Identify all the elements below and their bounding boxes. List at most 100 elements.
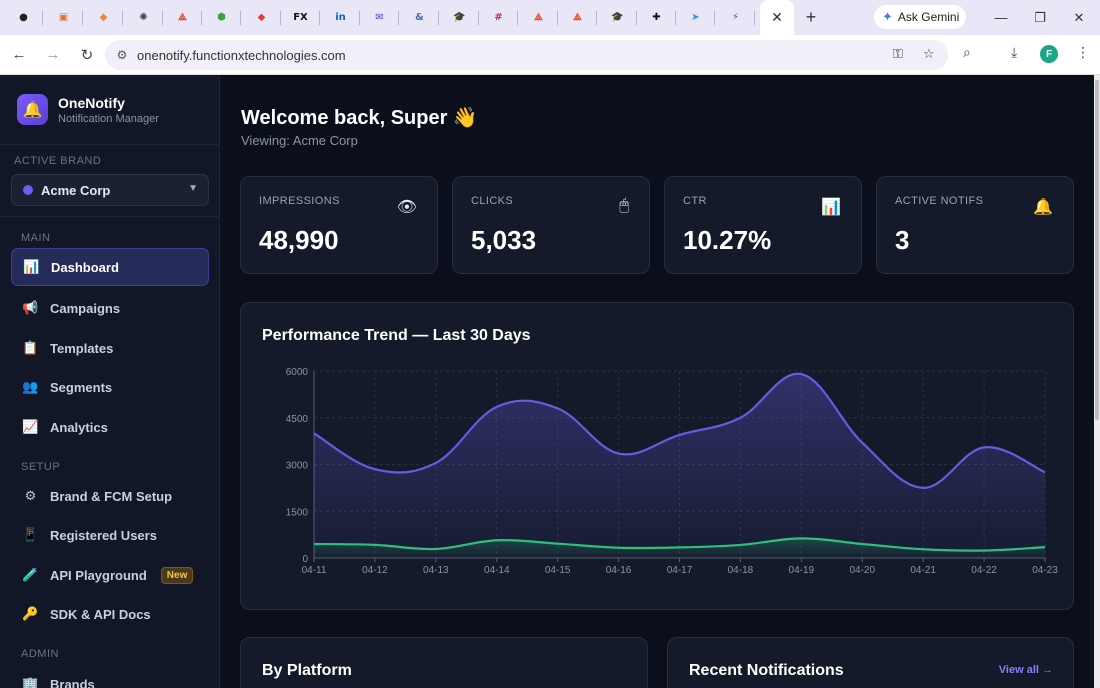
megaphone-icon: 📢 (22, 300, 39, 315)
scrollbar-thumb[interactable] (1095, 80, 1099, 420)
browser-tab[interactable]: in (321, 0, 360, 35)
chart-title: Performance Trend — Last 30 Days (262, 327, 531, 344)
y-tick-label: 4500 (286, 414, 309, 425)
bookmark-star-icon[interactable]: ☆ (923, 46, 935, 61)
url-text: onenotify.functionxtechnologies.com (137, 47, 346, 63)
performance-chart: 0 1500 3000 4500 6000 04-11 04-12 04-13 04-14 04-… (286, 367, 1058, 576)
sidebar-item-api-playground[interactable]: 🧪 API Playground New (11, 556, 209, 594)
stat-value: 5,033 (471, 225, 537, 255)
x-tick-label: 04-18 (728, 565, 754, 576)
sidebar-item-sdk-api-docs[interactable]: 🔑 SDK & API Docs (11, 595, 209, 633)
x-tick-label: 04-23 (1032, 565, 1058, 576)
git-icon: ◆ (257, 12, 266, 23)
stat-label: CTR (683, 195, 707, 207)
by-platform-title: By Platform (262, 662, 352, 679)
browser-tab[interactable]: ⚡ (716, 0, 755, 35)
openai-icon: ✺ (139, 12, 148, 23)
clipboard-icon: 📋 (22, 340, 39, 355)
restore-icon[interactable]: ❐ (1034, 9, 1046, 25)
github-icon: ● (19, 12, 28, 23)
back-icon[interactable]: ← (11, 46, 27, 63)
stat-card-impressions: IMPRESSIONS 👁 48,990 (240, 176, 438, 274)
fx-icon: FX (293, 12, 308, 23)
sidebar-item-dashboard[interactable]: 📊 Dashboard (11, 248, 209, 286)
menu-kebab-icon[interactable]: ⋮ (1076, 44, 1090, 60)
sidebar-item-label: Dashboard (51, 259, 119, 275)
gemini-icon: ✦ (882, 9, 893, 24)
password-key-icon[interactable]: ⚿ (893, 46, 903, 61)
browser-tab[interactable]: ▣ (44, 0, 83, 35)
address-bar: ← → ↻ ⚙ onenotify.functionxtechnologies.… (0, 35, 1100, 75)
sidebar-item-analytics[interactable]: 📈 Analytics (11, 408, 209, 446)
x-tick-label: 04-14 (484, 565, 510, 576)
y-tick-label: 3000 (286, 461, 309, 472)
bell-logo-icon: 🔔 (17, 94, 48, 125)
bell-icon: 🔔 (1033, 199, 1053, 216)
close-window-icon[interactable]: ✕ (1073, 9, 1085, 25)
performance-chart-card: Performance Trend — Last 30 Days 0 1500 30… (240, 302, 1074, 610)
cross-icon: ✚ (652, 12, 661, 23)
test-tube-icon: 🧪 (22, 567, 39, 582)
search-tabs-icon[interactable]: ⌕ (963, 44, 971, 60)
browser-tab[interactable]: ✺ (124, 0, 163, 35)
browser-tab[interactable]: 🎓 (598, 0, 637, 35)
sidebar-item-brand-fcm-setup[interactable]: ⚙ Brand & FCM Setup (11, 477, 209, 515)
brand-color-dot (23, 185, 33, 195)
linkedin-icon: in (335, 12, 346, 23)
active-browser-tab[interactable]: ✕ (760, 0, 794, 35)
sidebar-item-label: Templates (50, 340, 114, 356)
browser-tab[interactable]: & (400, 0, 439, 35)
browser-tab[interactable]: FX (281, 0, 320, 35)
browser-tab[interactable]: ⟁ (558, 0, 597, 35)
browser-tab[interactable]: ✉ (360, 0, 399, 35)
forward-icon[interactable]: → (45, 46, 61, 63)
browser-tab[interactable]: ◆ (84, 0, 123, 35)
view-all-link[interactable]: View all → (998, 664, 1053, 676)
users-icon: 👥 (22, 379, 39, 394)
minimize-icon[interactable]: — (994, 10, 1008, 25)
close-tab-icon[interactable]: ✕ (771, 9, 783, 25)
new-tab-icon[interactable]: + (805, 7, 817, 27)
url-input[interactable]: ⚙ onenotify.functionxtechnologies.com ⚿ … (105, 40, 948, 70)
sidebar-item-segments[interactable]: 👥 Segments (11, 368, 209, 406)
stat-card-active-notifs: ACTIVE NOTIFS 🔔 3 (876, 176, 1074, 274)
browser-tab[interactable]: ● (4, 0, 43, 35)
viewing-brand: Viewing: Acme Corp (241, 133, 358, 148)
x-tick-label: 04-13 (423, 565, 449, 576)
browser-tab[interactable]: # (479, 0, 518, 35)
key-icon: 🔑 (22, 606, 39, 621)
sidebar-item-label: Analytics (50, 419, 108, 435)
app-brand: 🔔 OneNotify Notification Manager (17, 94, 159, 125)
sidebar-item-label: Brands (50, 676, 95, 688)
sidebar-item-campaigns[interactable]: 📢 Campaigns (11, 289, 209, 327)
browser-tab[interactable]: ✚ (637, 0, 676, 35)
app-a-icon: ⟁ (178, 12, 187, 23)
sidebar-item-brands[interactable]: 🏢 Brands (11, 665, 209, 688)
x-tick-label: 04-22 (971, 565, 997, 576)
stat-label: CLICKS (471, 195, 514, 207)
browser-tab[interactable]: ◆ (242, 0, 281, 35)
site-info-icon[interactable]: ⚙ (116, 48, 128, 62)
reload-icon[interactable]: ↻ (80, 46, 94, 64)
browser-tab[interactable]: ⟁ (163, 0, 202, 35)
browser-tab[interactable]: 🎓 (440, 0, 479, 35)
eye-icon: 👁 (396, 199, 417, 216)
sidebar-item-templates[interactable]: 📋 Templates (11, 329, 209, 367)
browser-tab[interactable]: ⬢ (202, 0, 241, 35)
x-tick-label: 04-19 (789, 565, 815, 576)
active-brand-select[interactable]: Acme Corp ▼ (11, 174, 209, 206)
download-icon[interactable]: ⤓ (1011, 44, 1018, 60)
ask-gemini-button[interactable]: ✦ Ask Gemini (874, 5, 966, 29)
mouse-icon: 🖱 (619, 197, 629, 214)
stat-value: 3 (895, 225, 910, 255)
recent-notifications-title: Recent Notifications (689, 662, 844, 679)
sidebar-item-registered-users[interactable]: 📱 Registered Users (11, 516, 209, 554)
stat-value: 10.27% (683, 225, 772, 255)
browser-tab[interactable]: ⟁ (519, 0, 558, 35)
series-0-area (314, 373, 1045, 558)
profile-avatar[interactable]: F (1040, 45, 1058, 63)
app-c-icon: ⟁ (573, 12, 582, 23)
bar-chart-icon: 📊 (23, 259, 40, 274)
sidebar-item-label: Campaigns (50, 300, 121, 316)
browser-tab[interactable]: ➤ (676, 0, 715, 35)
